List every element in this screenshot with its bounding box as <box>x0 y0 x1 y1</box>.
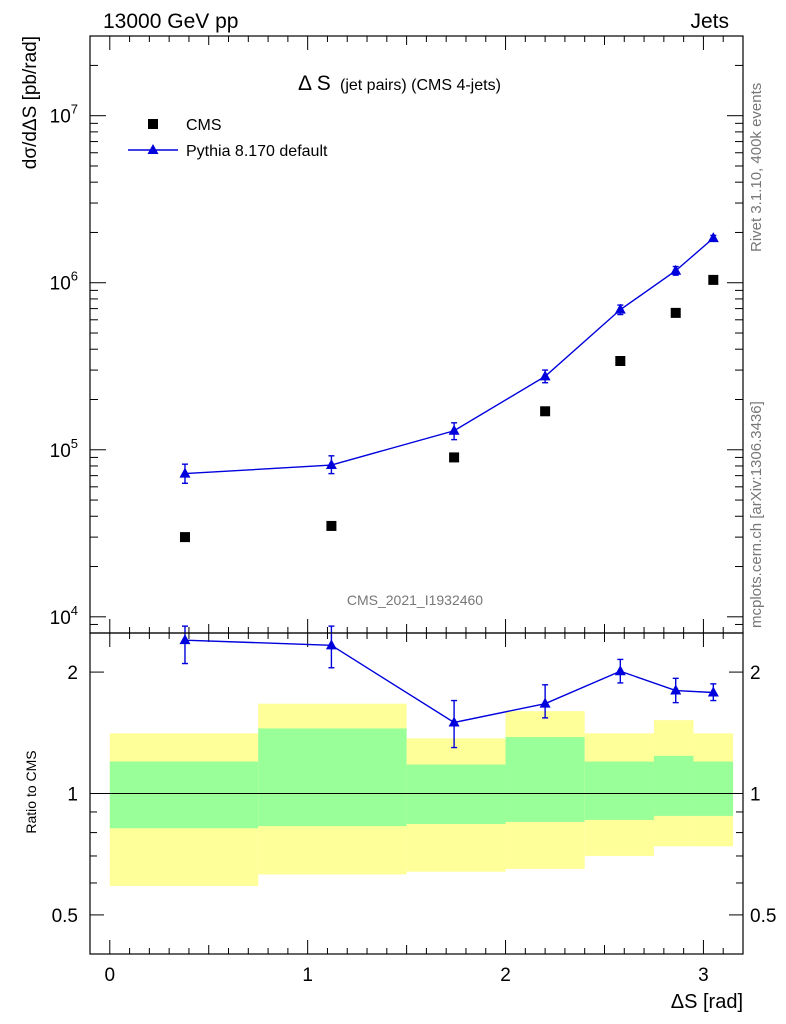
pythia-point <box>707 232 719 243</box>
x-tick-labels: 0 1 2 3 <box>104 965 708 986</box>
y-tick-label: 105 <box>50 436 78 462</box>
cms-data-point <box>449 452 460 463</box>
y-tick-label: 104 <box>50 603 78 629</box>
cms-data-point <box>326 520 337 531</box>
pythia-point <box>325 459 337 470</box>
ratio-point <box>325 639 337 650</box>
ratio-band-inner <box>693 761 734 816</box>
ratio-band-inner <box>653 755 694 816</box>
plot-title-main: Δ S <box>298 72 331 95</box>
pythia-point <box>670 264 682 275</box>
ratio-tick-label-right: 2 <box>750 663 761 684</box>
x-axis-label: ΔS [rad] <box>671 991 743 1013</box>
ratio-band-inner <box>406 764 506 825</box>
ratio-point <box>614 665 626 676</box>
analysis-watermark: CMS_2021_I1932460 <box>347 592 483 608</box>
cms-data-point <box>670 307 681 318</box>
ratio-y-axis-label: Ratio to CMS <box>23 750 39 833</box>
ratio-point <box>448 716 460 727</box>
ratio-band-inner <box>109 761 259 829</box>
ratio-uncertainty-bands <box>109 703 734 886</box>
y-tick-label: 106 <box>50 269 78 295</box>
ratio-band-inner <box>505 737 585 822</box>
ratio-point <box>670 684 682 695</box>
ratio-tick-label-right: 0.5 <box>750 906 776 927</box>
plot-title-sub: (jet pairs) (CMS 4-jets) <box>340 77 501 94</box>
ratio-tick-label: 2 <box>67 663 78 684</box>
pythia-point <box>614 303 626 314</box>
cms-data-point <box>540 406 551 417</box>
legend-cms-label: CMS <box>186 117 222 134</box>
ratio-point <box>707 686 719 697</box>
legend: CMS Pythia 8.170 default <box>128 117 328 160</box>
x-tick-label: 0 <box>104 965 115 986</box>
ratio-point <box>179 634 191 645</box>
y-tick-label: 107 <box>50 102 78 128</box>
main-series <box>179 232 719 543</box>
ratio-tick-label-right: 1 <box>750 785 761 806</box>
pythia-point <box>448 424 460 435</box>
x-tick-label: 3 <box>698 965 709 986</box>
y-axis-label: dσ/dΔS [pb/rad] <box>20 36 41 169</box>
ratio-band-inner <box>258 728 407 827</box>
header-left-label: 13000 GeV pp <box>103 10 238 33</box>
x-tick-label: 2 <box>500 965 511 986</box>
cms-data-point <box>708 274 719 285</box>
pythia-line <box>184 237 714 475</box>
legend-pythia-marker <box>147 144 159 154</box>
x-tick-label: 1 <box>302 965 313 986</box>
cms-data-point <box>615 355 626 366</box>
rivet-version-label: Rivet 3.1.10, 400k events <box>748 83 765 252</box>
ratio-panel: 0.5 0.5 1 1 2 2 Ratio to CMS <box>23 625 776 955</box>
ratio-point <box>539 697 551 708</box>
legend-pythia-label: Pythia 8.170 default <box>186 143 328 160</box>
mcplots-source-label: mcplots.cern.ch [arXiv:1306.3436] <box>748 401 765 628</box>
ratio-tick-label: 1 <box>67 785 78 806</box>
pythia-point <box>539 370 551 381</box>
pythia-point <box>179 467 191 478</box>
cms-data-point <box>179 532 190 543</box>
main-panel: 104 105 106 107 Δ S (jet pairs) (CMS 4-jets… <box>20 35 744 634</box>
ratio-band-inner <box>584 761 654 820</box>
legend-cms-marker <box>148 119 158 129</box>
main-axis-ticks: 104 105 106 107 <box>50 35 743 634</box>
ratio-tick-label: 0.5 <box>52 906 78 927</box>
ratio-plot-frame <box>89 632 744 955</box>
header-right-label: Jets <box>690 10 729 33</box>
